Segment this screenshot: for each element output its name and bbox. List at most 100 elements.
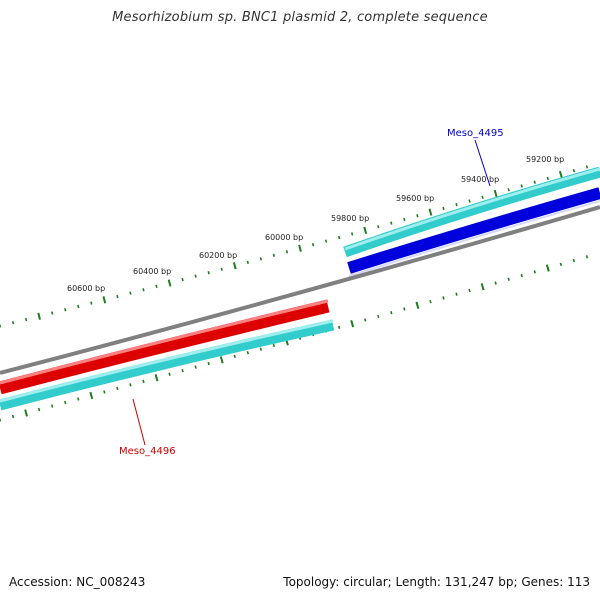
minor-tick xyxy=(233,354,236,358)
minor-tick xyxy=(77,304,80,309)
outer-ruler-ticks xyxy=(0,165,589,328)
ruler-label: 60200 bp xyxy=(199,251,237,260)
minor-tick xyxy=(77,397,80,401)
minor-tick xyxy=(390,221,393,225)
major-tick xyxy=(89,391,94,400)
forward-gene-outline xyxy=(348,200,600,277)
minor-tick xyxy=(181,368,184,373)
accession-text: Accession: NC_008243 xyxy=(9,575,146,589)
gene-label-meso-4495[interactable]: Meso_4495 xyxy=(447,128,504,139)
major-tick xyxy=(428,208,433,216)
minor-tick xyxy=(142,288,145,292)
minor-tick xyxy=(181,277,184,282)
minor-tick xyxy=(468,288,471,293)
minor-tick xyxy=(155,284,158,289)
minor-tick xyxy=(481,195,484,199)
topology-text: Topology: circular; Length: 131,247 bp; … xyxy=(283,575,590,589)
major-tick xyxy=(493,189,498,198)
minor-tick xyxy=(37,407,41,412)
minor-tick xyxy=(377,314,380,319)
minor-tick xyxy=(259,257,263,261)
minor-tick xyxy=(103,390,106,394)
minor-tick xyxy=(64,400,67,405)
reverse-gene-feature[interactable] xyxy=(0,299,330,395)
minor-tick xyxy=(272,253,276,257)
inner-ruler-ticks xyxy=(0,255,589,422)
major-tick xyxy=(350,320,355,328)
minor-tick xyxy=(11,414,15,419)
major-tick xyxy=(480,283,485,291)
minor-tick xyxy=(51,311,54,315)
minor-tick xyxy=(533,180,536,184)
minor-tick xyxy=(324,239,328,243)
forward-gene-feature[interactable] xyxy=(347,187,600,274)
major-tick xyxy=(545,264,550,272)
minor-tick xyxy=(168,372,171,376)
gene-label-leader xyxy=(474,139,491,187)
minor-tick xyxy=(194,365,197,369)
major-tick xyxy=(232,262,237,270)
minor-tick xyxy=(572,169,576,173)
minor-tick xyxy=(416,214,419,218)
minor-tick xyxy=(246,260,249,264)
minor-tick xyxy=(311,243,315,247)
minor-tick xyxy=(207,361,210,366)
major-tick xyxy=(102,296,107,304)
minor-tick xyxy=(246,351,249,355)
minor-tick xyxy=(90,301,93,305)
reverse-gene-highlight xyxy=(0,299,329,385)
minor-tick xyxy=(142,379,145,383)
forward-cds-feature[interactable] xyxy=(343,166,600,258)
major-tick xyxy=(415,301,420,309)
minor-tick xyxy=(507,188,510,192)
major-tick xyxy=(154,374,159,382)
reverse-cds-feature[interactable] xyxy=(0,319,335,411)
ruler-label: 59800 bp xyxy=(331,214,369,223)
minor-tick xyxy=(129,383,132,387)
minor-tick xyxy=(377,225,380,229)
ruler-label: 59400 bp xyxy=(461,175,499,184)
minor-tick xyxy=(272,343,276,348)
minor-tick xyxy=(455,292,458,296)
minor-tick xyxy=(455,203,458,207)
ruler-label: 60000 bp xyxy=(265,233,303,242)
minor-tick xyxy=(585,255,589,259)
major-tick xyxy=(558,170,563,179)
minor-tick xyxy=(468,199,471,203)
minor-tick xyxy=(559,262,563,266)
minor-tick xyxy=(24,317,28,322)
minor-tick xyxy=(51,404,54,408)
minor-tick xyxy=(64,308,67,312)
gene-label-leader xyxy=(132,398,146,446)
minor-tick xyxy=(520,273,523,278)
major-tick xyxy=(37,312,41,320)
minor-tick xyxy=(11,321,15,325)
minor-tick xyxy=(129,291,132,295)
minor-tick xyxy=(116,294,119,299)
minor-tick xyxy=(337,235,341,240)
gene-label-meso-4496[interactable]: Meso_4496 xyxy=(119,446,176,457)
minor-tick xyxy=(194,274,197,278)
ruler-label: 60600 bp xyxy=(67,284,105,293)
minor-tick xyxy=(285,250,289,254)
major-tick xyxy=(363,226,368,234)
reverse-cds-highlight xyxy=(0,319,334,403)
minor-tick xyxy=(259,347,263,351)
minor-tick xyxy=(364,318,367,322)
minor-tick xyxy=(572,258,576,263)
ruler-label: 60400 bp xyxy=(133,267,171,276)
minor-tick xyxy=(403,307,406,311)
minor-tick xyxy=(546,176,550,181)
minor-tick xyxy=(442,296,445,300)
minor-tick xyxy=(507,277,510,281)
minor-tick xyxy=(390,311,393,315)
minor-tick xyxy=(351,232,354,236)
ruler-label: 59600 bp xyxy=(396,194,434,203)
minor-tick xyxy=(337,325,341,329)
map-title: Mesorhizobium sp. BNC1 plasmid 2, comple… xyxy=(112,10,488,25)
minor-tick xyxy=(220,267,223,271)
minor-tick xyxy=(533,270,536,274)
major-tick xyxy=(167,279,172,287)
minor-tick xyxy=(520,184,523,188)
